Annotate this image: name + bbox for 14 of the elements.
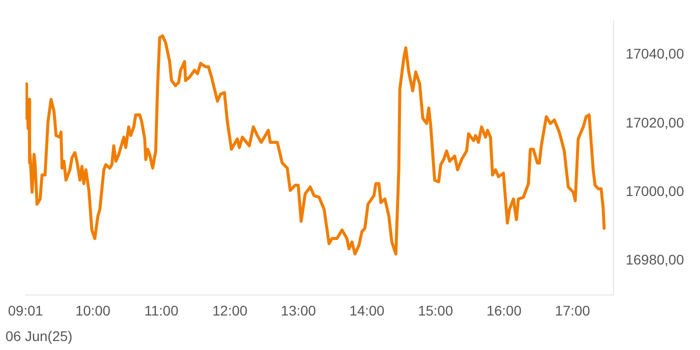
x-tick-label: 10:00 bbox=[75, 302, 111, 318]
text: 06 Jun(25) bbox=[6, 328, 72, 344]
x-tick-label: 13:00 bbox=[280, 302, 316, 318]
y-tick-label: 17020,00 bbox=[626, 114, 684, 130]
y-tick-label: 16980,00 bbox=[626, 252, 684, 268]
y-tick-label: 17000,00 bbox=[626, 183, 684, 200]
x-tick-label: 14:00 bbox=[349, 302, 385, 318]
y-tick-label: 17040,00 bbox=[626, 46, 684, 62]
x-tick-label: 17:00 bbox=[554, 302, 590, 318]
x-tick-label: 15:00 bbox=[418, 302, 454, 318]
x-tick-label: 09:01 bbox=[8, 302, 44, 318]
x-tick-label: 16:00 bbox=[486, 302, 522, 318]
x-tick-label: 11:00 bbox=[144, 302, 179, 318]
x-tick-label: 12:00 bbox=[212, 302, 248, 318]
